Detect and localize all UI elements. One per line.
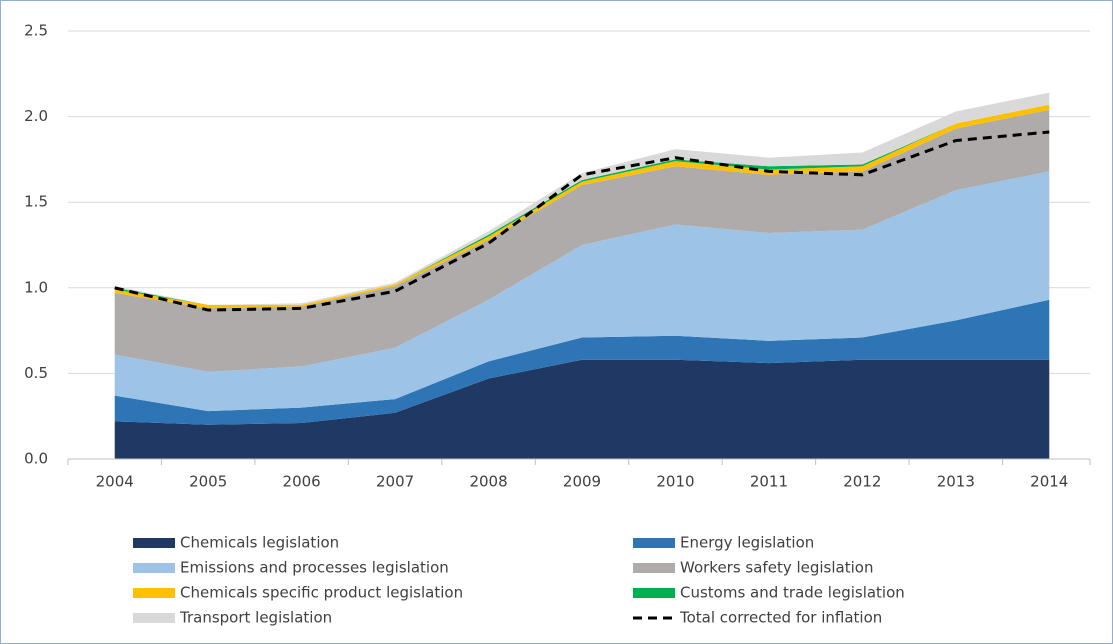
total-line xyxy=(114,130,1050,312)
legend-swatch xyxy=(633,588,675,598)
x-tick-label: 2010 xyxy=(656,473,694,491)
area xyxy=(114,104,1050,309)
area xyxy=(114,109,1050,372)
legend-swatch xyxy=(633,538,675,548)
legend-swatch xyxy=(133,588,175,598)
legend-label: Emissions and processes legislation xyxy=(180,559,449,577)
y-tick-label: 2.5 xyxy=(24,22,48,40)
legend-label: Total corrected for inflation xyxy=(679,609,882,627)
legend-label: Chemicals legislation xyxy=(180,534,339,552)
legend-label: Customs and trade legislation xyxy=(680,584,905,602)
legend-label: Workers safety legislation xyxy=(680,559,873,577)
area xyxy=(114,171,1050,412)
x-tick-label: 2005 xyxy=(189,473,227,491)
x-tick-label: 2011 xyxy=(750,473,788,491)
x-tick-label: 2004 xyxy=(96,473,134,491)
x-tick-label: 2006 xyxy=(283,473,321,491)
legend-swatch xyxy=(133,538,175,548)
x-tick-label: 2007 xyxy=(376,473,414,491)
y-tick-label: 2.0 xyxy=(24,107,48,125)
area xyxy=(114,92,1050,305)
y-tick-label: 0.5 xyxy=(24,364,48,382)
x-tick-label: 2009 xyxy=(563,473,601,491)
legend-label: Energy legislation xyxy=(680,534,814,552)
x-tick-label: 2014 xyxy=(1030,473,1068,491)
legend-swatch xyxy=(633,563,675,573)
x-tick-label: 2013 xyxy=(937,473,975,491)
x-tick-label: 2012 xyxy=(843,473,881,491)
legend-label: Chemicals specific product legislation xyxy=(180,584,463,602)
y-tick-label: 0.0 xyxy=(24,450,48,468)
y-tick-label: 1.5 xyxy=(24,193,48,211)
legend-swatch xyxy=(133,563,175,573)
legend-swatch xyxy=(133,613,175,623)
area xyxy=(114,359,1050,459)
area xyxy=(114,299,1050,425)
legend-label: Transport legislation xyxy=(179,609,332,627)
y-tick-label: 1.0 xyxy=(24,278,48,296)
x-tick-label: 2008 xyxy=(469,473,507,491)
